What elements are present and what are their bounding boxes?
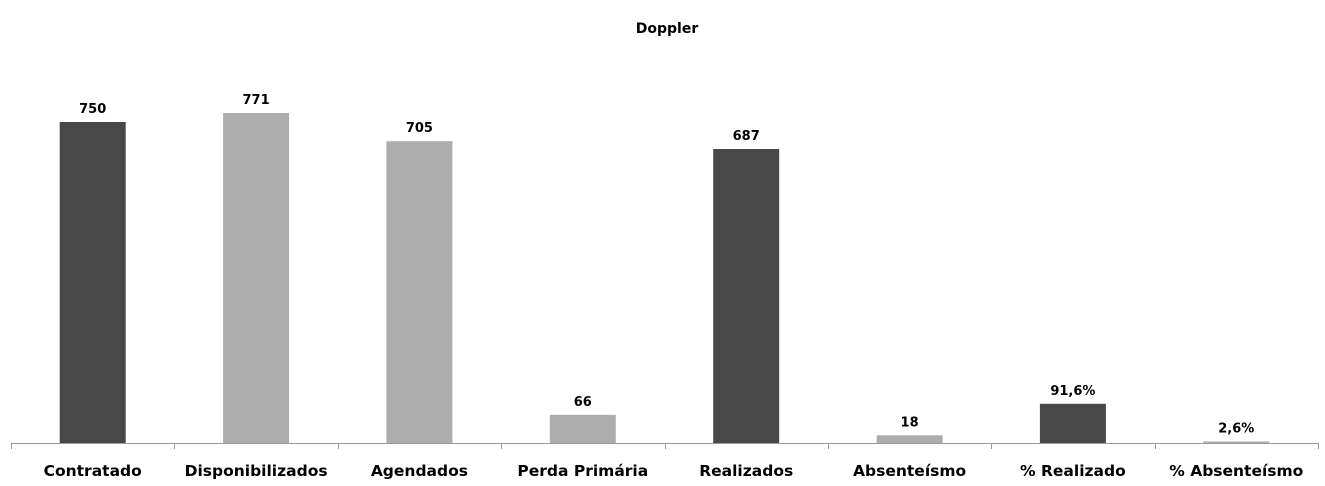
data-label-7: 91,6% xyxy=(1050,384,1095,399)
category-label-7: % Realizado xyxy=(1020,462,1126,480)
data-label-4: 66 xyxy=(574,395,592,410)
bar-7 xyxy=(1039,403,1106,443)
data-label-5: 687 xyxy=(733,129,760,144)
data-label-1: 750 xyxy=(79,102,106,117)
category-label-1: Contratado xyxy=(44,462,142,480)
bars-layer: 750 771 705 66 687 18 91,6% 2,6% xyxy=(59,93,1270,443)
bar-1 xyxy=(59,122,126,443)
bar-4 xyxy=(549,414,616,443)
data-label-6: 18 xyxy=(901,415,919,430)
bar-3 xyxy=(386,141,453,443)
x-axis: Contratado Disponibilizados Agendados Perda… xyxy=(11,443,1319,480)
data-label-8: 2,6% xyxy=(1218,422,1254,437)
bar-2 xyxy=(223,113,290,443)
bar-5 xyxy=(713,149,780,443)
bar-8 xyxy=(1203,441,1270,443)
bar-6 xyxy=(876,435,943,443)
category-label-8: % Absenteísmo xyxy=(1169,462,1303,480)
category-label-2: Disponibilizados xyxy=(185,462,328,480)
category-label-6: Absenteísmo xyxy=(853,462,966,480)
category-label-3: Agendados xyxy=(371,462,468,480)
data-label-3: 705 xyxy=(406,121,433,136)
chart-title: Doppler xyxy=(636,21,699,37)
data-label-2: 771 xyxy=(243,93,270,108)
category-label-5: Realizados xyxy=(699,462,793,480)
category-label-4: Perda Primária xyxy=(517,462,648,480)
